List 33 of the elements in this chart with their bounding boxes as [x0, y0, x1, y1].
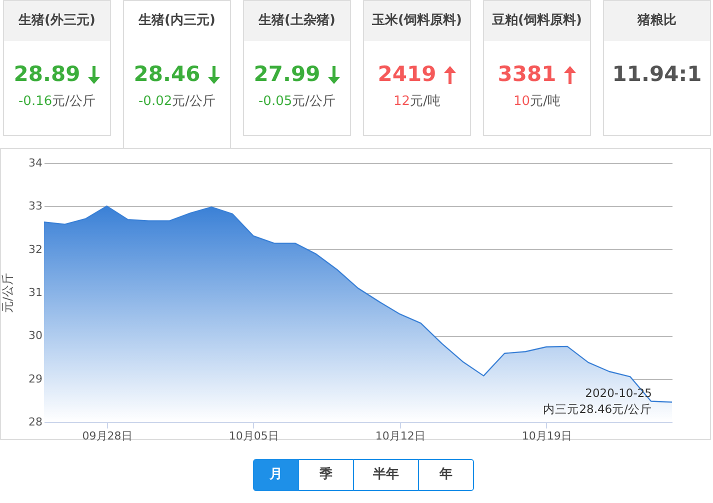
y-tick-label: 29 [28, 372, 42, 386]
category-label: 月 [254, 460, 298, 490]
category-label: 季 [298, 460, 353, 490]
y-tick-label: 34 [28, 156, 42, 170]
text: 12元/吨 [394, 94, 440, 109]
y-axis-title: 元/公斤 [0, 272, 15, 314]
text: 10元/吨 [514, 94, 560, 109]
text: 27.99 [254, 62, 320, 86]
text: -0.02元/公斤 [138, 94, 216, 109]
category-label: 生猪(内三元) [124, 1, 230, 41]
text: 28.46 [134, 62, 200, 86]
category-label: 生猪(外三元) [4, 1, 110, 41]
text: 2419 [378, 62, 436, 86]
x-tick-label: 10月19日 [522, 430, 572, 442]
y-tick-label: 28 [28, 416, 42, 428]
y-tick-label: 32 [28, 242, 42, 256]
category-label: 半年 [353, 460, 418, 490]
y-tick-label: 30 [28, 329, 42, 342]
category-label: 年 [418, 460, 473, 490]
text: -0.16元/公斤 [18, 94, 96, 109]
category-label: 生猪(土杂猪) [244, 1, 350, 41]
text: 3381 [498, 62, 556, 86]
text: 11.94:1 [612, 62, 702, 86]
category-label: 猪粮比 [604, 1, 710, 41]
y-tick-label: 33 [28, 200, 42, 213]
category-label: 玉米(饲料原料) [364, 1, 470, 41]
x-tick-label: 10月12日 [375, 430, 426, 442]
text: -0.05元/公斤 [258, 94, 336, 109]
y-tick-label: 31 [28, 286, 42, 299]
text: 28.89 [14, 62, 80, 86]
x-tick-label: 09月28日 [82, 430, 132, 442]
category-label: 豆粕(饲料原料) [484, 1, 590, 41]
x-tick-label: 10月05日 [228, 430, 279, 442]
